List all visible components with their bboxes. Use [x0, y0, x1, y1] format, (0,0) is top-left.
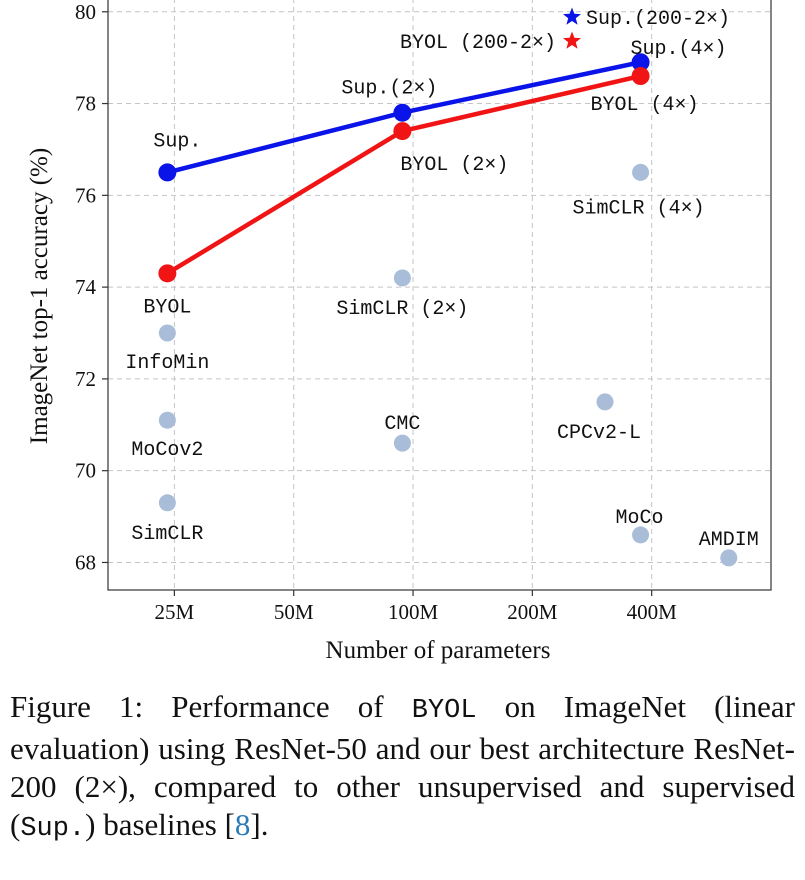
label-mocov2: MoCov2 — [131, 439, 203, 462]
baseline-point-amdim — [720, 549, 738, 567]
y-tick-label: 76 — [75, 183, 96, 207]
legend-star-byol-200-2x — [563, 31, 581, 49]
x-tick-label: 400M — [627, 600, 678, 624]
y-tick-label: 74 — [75, 275, 97, 299]
plot-frame — [107, 0, 772, 591]
baseline-point-simclr-4x — [632, 163, 650, 181]
y-tick-label: 78 — [75, 92, 96, 116]
y-axis-title: ImageNet top-1 accuracy (%) — [26, 148, 53, 444]
label-simclr: SimCLR — [131, 523, 203, 546]
baseline-points — [158, 163, 738, 567]
figure-caption: Figure 1: Performance of BYOL on ImageNe… — [10, 688, 795, 848]
series-lines — [158, 53, 650, 283]
label-moco: MoCo — [616, 507, 664, 530]
legend: Sup.(200-2×) BYOL (200-2×) — [400, 7, 730, 55]
legend-star-sup-200-2x — [563, 7, 581, 25]
label-infomin: InfoMin — [125, 352, 209, 375]
baseline-point-infomin — [158, 324, 176, 342]
label-amdim: AMDIM — [699, 529, 759, 552]
label-byol-2x: BYOL (2×) — [400, 154, 508, 177]
y-axis-ticks: 68 70 72 74 76 78 80 — [75, 0, 108, 574]
series-point-sup — [158, 163, 177, 182]
label-cpcv2-l: CPCv2-L — [557, 422, 641, 445]
y-tick-label: 80 — [75, 0, 96, 24]
series-point-sup-2x — [393, 103, 412, 122]
label-cmc: CMC — [384, 413, 420, 436]
caption-reference-link[interactable]: 8 — [234, 807, 251, 842]
label-simclr-2x: SimCLR (2×) — [336, 298, 468, 321]
y-tick-label: 72 — [75, 367, 96, 391]
baseline-point-simclr-2x — [393, 269, 411, 287]
x-tick-label: 100M — [388, 600, 439, 624]
legend-label-byol-200-2x: BYOL (200-2×) — [400, 32, 556, 55]
y-tick-label: 70 — [75, 459, 96, 483]
series-point-byol-4x — [631, 67, 650, 86]
grid — [108, 0, 771, 590]
chart: 68 70 72 74 76 78 80 25M 50M 100M 200M 400M InfoMi… — [26, 0, 772, 664]
caption-text-4: ]. — [250, 807, 269, 842]
label-byol: BYOL — [143, 296, 191, 319]
baseline-point-moco — [632, 526, 650, 544]
label-byol-4x: BYOL (4×) — [591, 94, 699, 117]
label-simclr-4x: SimCLR (4×) — [573, 197, 705, 220]
baseline-point-cmc — [393, 434, 411, 452]
x-tick-label: 50M — [274, 600, 314, 624]
label-sup-4x: Sup.(4×) — [631, 38, 727, 61]
label-sup-2x: Sup.(2×) — [341, 78, 437, 101]
y-tick-label: 68 — [75, 550, 96, 574]
x-tick-label: 200M — [507, 600, 558, 624]
caption-byol: BYOL — [411, 696, 477, 726]
series-point-byol-2x — [393, 122, 412, 141]
x-axis-ticks: 25M 50M 100M 200M 400M — [155, 590, 678, 624]
caption-text-1: Figure 1: Performance of — [10, 689, 412, 724]
caption-text-2: on ImageNet (linear evaluation) using Re… — [10, 689, 795, 842]
point-labels: InfoMin MoCov2 SimCLR SimCLR (2×) CMC SimCLR … — [125, 38, 758, 552]
label-sup: Sup. — [153, 130, 201, 153]
series-point-byol — [158, 264, 177, 283]
baseline-point-cpcv2-l — [596, 393, 614, 411]
x-tick-label: 25M — [155, 600, 195, 624]
baseline-point-mocov2 — [158, 411, 176, 429]
legend-label-sup-200-2x: Sup.(200-2×) — [586, 8, 730, 31]
x-axis-title: Number of parameters — [326, 637, 551, 664]
caption-text-3: ) baselines [ — [85, 807, 235, 842]
caption-sup: Sup. — [20, 814, 86, 844]
baseline-point-simclr — [158, 494, 176, 512]
series-point-sup-4x — [631, 53, 650, 72]
